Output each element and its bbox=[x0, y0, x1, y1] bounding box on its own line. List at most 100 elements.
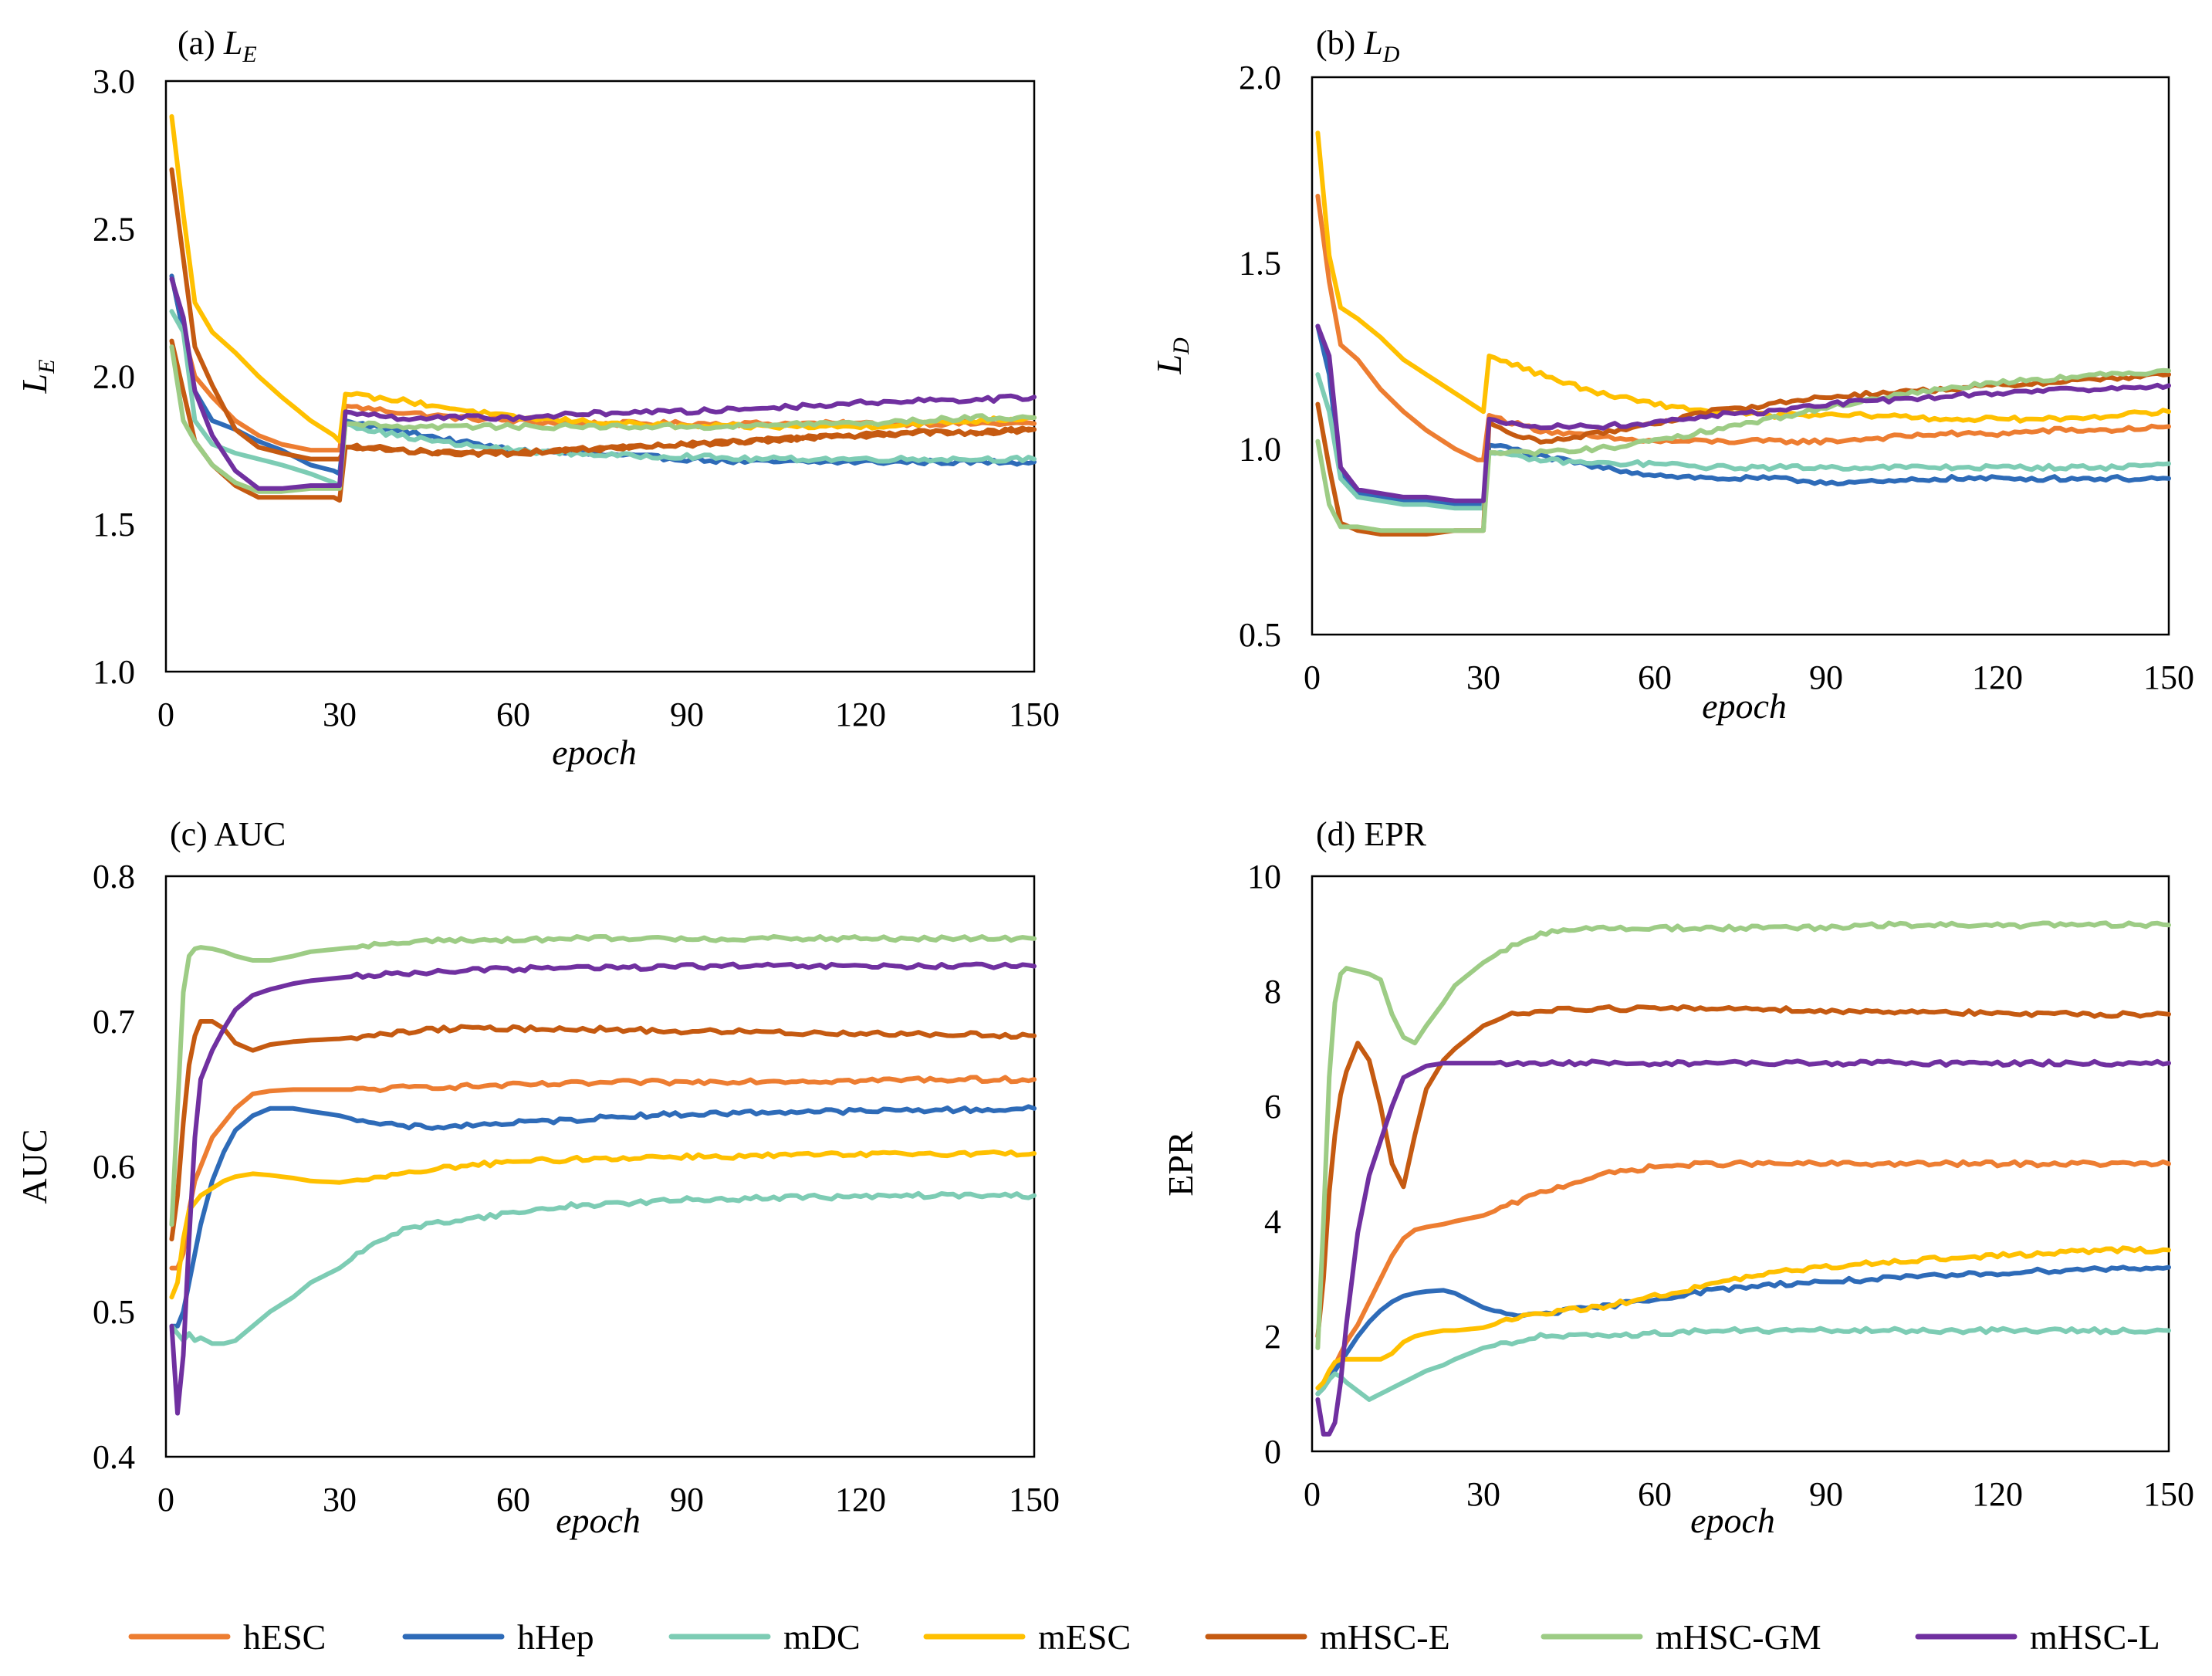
x-tick-label: 60 bbox=[1638, 1475, 1672, 1513]
legend-item-hHep: hHep bbox=[402, 1617, 594, 1657]
y-tick-label: 2 bbox=[1264, 1318, 1281, 1356]
y-tick-label: 6 bbox=[1264, 1088, 1281, 1126]
series-line-mDC bbox=[1315, 372, 2171, 511]
series-line-mHSC-L bbox=[169, 961, 1037, 1416]
series-line-hESC bbox=[1315, 1159, 2171, 1397]
x-tick-label: 30 bbox=[1466, 659, 1500, 696]
y-axis-label: LD bbox=[1149, 337, 1194, 375]
x-tick-label: 90 bbox=[1809, 659, 1843, 696]
y-tick-label: 0.5 bbox=[1239, 616, 1281, 654]
y-tick-label: 4 bbox=[1264, 1203, 1281, 1241]
panel-title-prefix: (d) bbox=[1316, 815, 1364, 853]
series-line-mHSC-E bbox=[1315, 371, 2171, 537]
series-line-mESC bbox=[1315, 1245, 2171, 1390]
y-axis-label-sub: D bbox=[1169, 337, 1194, 355]
x-tick-label: 30 bbox=[1466, 1475, 1500, 1513]
legend-label: mHSC-L bbox=[2030, 1617, 2160, 1657]
panel-title: (b) LD bbox=[1316, 24, 1400, 67]
series-line-mDC bbox=[1315, 1326, 2171, 1402]
panel-c: 0 30 60 90 120 150 0.4 0.5 0.6 0.7 0.8 (c) AUC epoch… bbox=[15, 815, 1060, 1540]
series-line-mHSC-E-low bbox=[169, 338, 1037, 503]
y-tick-label: 1.5 bbox=[1239, 245, 1281, 283]
y-tick-label: 1.5 bbox=[93, 506, 135, 543]
y-axis-label: AUC bbox=[15, 1129, 54, 1204]
x-tick-label: 120 bbox=[1972, 659, 2023, 696]
x-tick-label: 150 bbox=[2143, 1475, 2194, 1513]
plot-frame bbox=[164, 875, 1036, 1458]
y-tick-label: 1.0 bbox=[1239, 430, 1281, 468]
y-axis-label-sub: E bbox=[34, 360, 59, 374]
series-line-mHSC-GM bbox=[169, 344, 1037, 494]
y-axis-label: EPR bbox=[1161, 1131, 1200, 1197]
legend-item-hESC: hESC bbox=[128, 1617, 326, 1657]
legend-item-mHSC-E: mHSC-E bbox=[1205, 1617, 1450, 1657]
x-tick-label: 30 bbox=[323, 696, 357, 733]
y-tick-label: 0 bbox=[1264, 1433, 1281, 1471]
y-tick-label: 0.6 bbox=[93, 1148, 135, 1186]
series-line-mHSC-GM bbox=[1315, 920, 2171, 1350]
series-line-hHep bbox=[1315, 1265, 2171, 1397]
legend-item-mHSC-L: mHSC-L bbox=[1915, 1617, 2160, 1657]
x-axis-label: epoch bbox=[556, 1501, 641, 1540]
series-line-hHep bbox=[1315, 323, 2171, 507]
panel-title: (a) LE bbox=[178, 24, 257, 67]
x-tick-label: 0 bbox=[1304, 1475, 1321, 1513]
x-axis-label: epoch bbox=[552, 733, 637, 772]
series-line-mDC bbox=[169, 309, 1037, 488]
series-line-mHSC-GM bbox=[169, 933, 1037, 1227]
series-line-hHep bbox=[169, 1104, 1037, 1329]
y-tick-label: 0.7 bbox=[93, 1003, 135, 1041]
plot-frame bbox=[164, 80, 1036, 673]
x-tick-label: 150 bbox=[1009, 1481, 1060, 1519]
panel-title: (d) EPR bbox=[1316, 815, 1427, 853]
x-tick-label: 90 bbox=[670, 696, 704, 733]
panel-title: (c) AUC bbox=[170, 815, 286, 853]
y-tick-label: 0.5 bbox=[93, 1293, 135, 1331]
legend-label: hESC bbox=[243, 1617, 326, 1657]
legend-label: mDC bbox=[783, 1617, 861, 1657]
legend: hESC hHep mDC mESC mHSC-E mHSC-GM mHSC-L bbox=[128, 1617, 2160, 1657]
x-axis-label: epoch bbox=[1702, 686, 1787, 726]
y-tick-label: 1.0 bbox=[93, 653, 135, 691]
panel-title-sub: E bbox=[242, 42, 256, 67]
x-tick-label: 120 bbox=[835, 696, 886, 733]
series-line-mESC bbox=[169, 1149, 1037, 1300]
x-tick-label: 150 bbox=[2143, 659, 2194, 696]
series-line-mHSC-L bbox=[169, 276, 1037, 491]
series-line-mHSC-E bbox=[1315, 1004, 2171, 1339]
series-line-mHSC-GM bbox=[1315, 367, 2171, 533]
y-tick-label: 2.0 bbox=[1239, 59, 1281, 96]
panel-d: 0 30 60 90 120 150 0 2 4 6 8 10 (d) EPR epoch EPR bbox=[1161, 815, 2194, 1540]
legend-item-mDC: mDC bbox=[668, 1617, 861, 1657]
plot-frame bbox=[1311, 76, 2170, 636]
y-tick-label: 2.0 bbox=[93, 358, 135, 396]
y-tick-label: 2.5 bbox=[93, 210, 135, 248]
x-tick-label: 90 bbox=[670, 1481, 704, 1519]
legend-label: hHep bbox=[517, 1617, 594, 1657]
y-tick-label: 10 bbox=[1247, 858, 1281, 896]
legend-item-mHSC-GM: mHSC-GM bbox=[1541, 1617, 1821, 1657]
series-line-mHSC-L bbox=[1315, 323, 2171, 503]
series-line-hESC bbox=[1315, 194, 2171, 462]
y-axis-label: LE bbox=[15, 360, 59, 394]
legend-item-mESC: mESC bbox=[923, 1617, 1131, 1657]
y-tick-label: 3.0 bbox=[93, 63, 135, 100]
x-tick-label: 0 bbox=[1304, 659, 1321, 696]
y-axis-label-var: L bbox=[1149, 354, 1189, 375]
y-tick-label: 0.8 bbox=[93, 858, 135, 896]
y-axis-label-var: L bbox=[15, 374, 54, 394]
x-tick-label: 30 bbox=[323, 1481, 357, 1519]
y-tick-label: 0.4 bbox=[93, 1438, 135, 1476]
series-line-mHSC-E bbox=[169, 1019, 1037, 1241]
panel-title-var: L bbox=[1363, 24, 1382, 62]
legend-label: mESC bbox=[1038, 1617, 1131, 1657]
series-line-hHep bbox=[169, 273, 1037, 476]
x-tick-label: 120 bbox=[835, 1481, 886, 1519]
panel-title-prefix: (b) bbox=[1316, 24, 1364, 62]
y-tick-label: 8 bbox=[1264, 973, 1281, 1011]
series-line-mESC bbox=[169, 113, 1037, 444]
